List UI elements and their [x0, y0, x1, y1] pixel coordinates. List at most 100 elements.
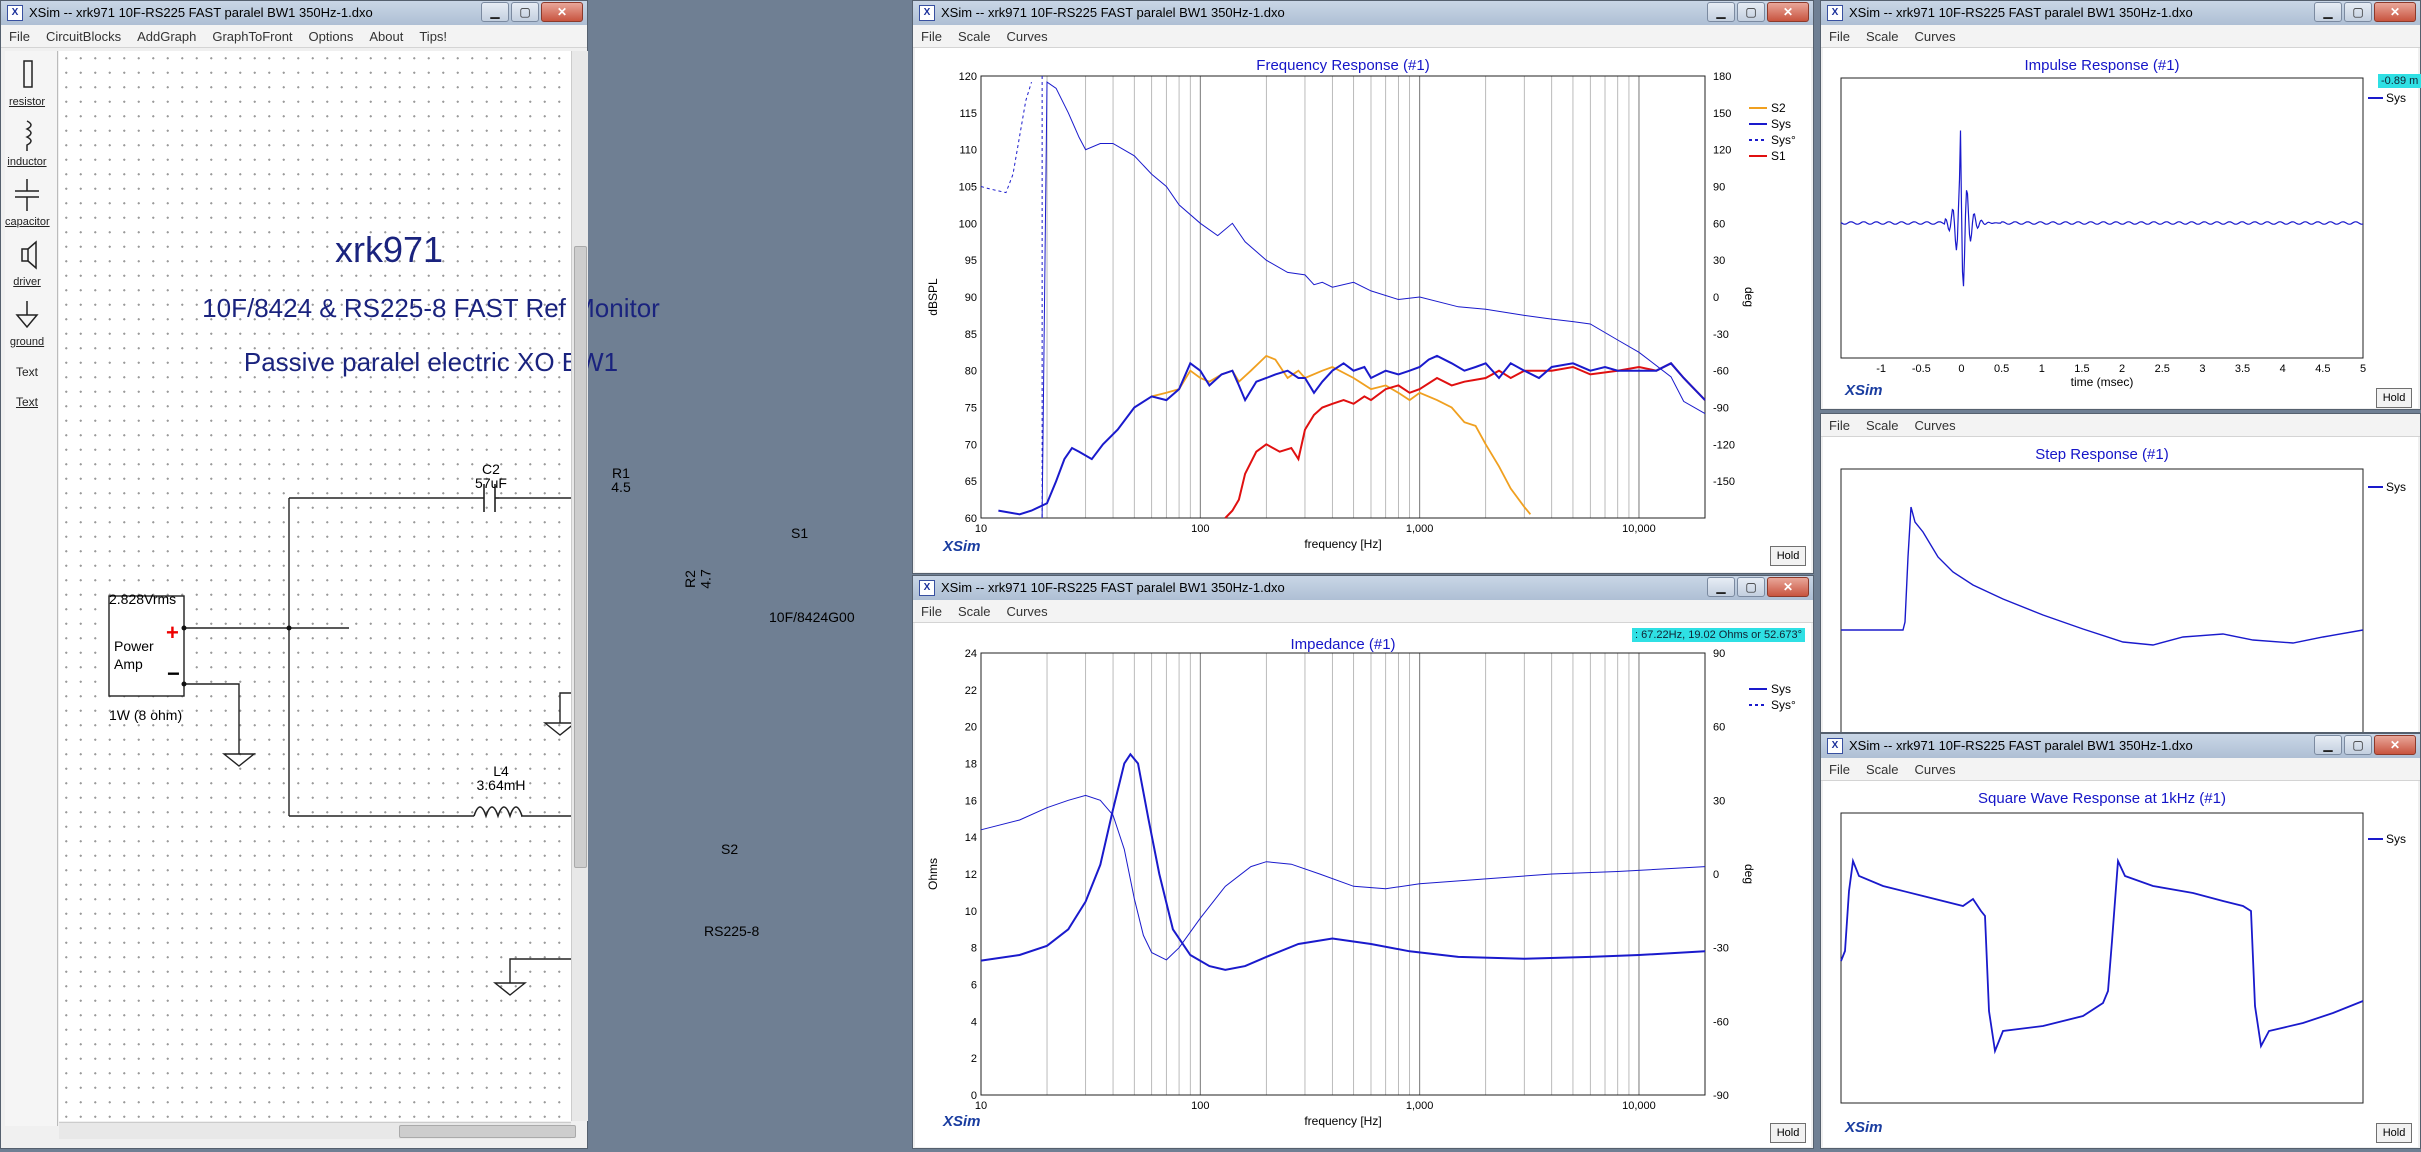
x-tick-label: -0.5	[1912, 363, 1931, 375]
y2-tick-label: -30	[1713, 329, 1729, 341]
menu-scale[interactable]: Scale	[1865, 761, 1899, 777]
y-tick-label: 0	[971, 1090, 977, 1102]
y-tick-label: 110	[959, 145, 977, 157]
tool-resistor[interactable]: resistor	[5, 57, 49, 108]
hold-button[interactable]: Hold	[1770, 546, 1806, 566]
step-menubar: File Scale Curves	[1821, 414, 2420, 437]
y2-axis-label: deg	[1742, 864, 1756, 884]
y-tick-label: 60	[965, 513, 977, 525]
x-tick-label: 3	[2199, 363, 2205, 375]
menu-file[interactable]: File	[921, 28, 942, 44]
maximize-button[interactable]: ▢	[1737, 2, 1765, 22]
menu-addgraph[interactable]: AddGraph	[137, 28, 197, 44]
menu-file[interactable]: File	[921, 603, 942, 619]
close-button[interactable]: ✕	[2374, 735, 2416, 755]
c2-value-label: 57uF	[475, 475, 507, 491]
menu-options[interactable]: Options	[308, 28, 354, 44]
scroll-thumb-vertical[interactable]	[574, 246, 587, 868]
minimize-button[interactable]: ▁	[2314, 735, 2342, 755]
hold-button[interactable]: Hold	[1770, 1123, 1806, 1143]
hold-button[interactable]: Hold	[2376, 388, 2412, 408]
freq-menubar: File Scale Curves	[913, 25, 1813, 48]
tool-inductor[interactable]: inductor	[5, 117, 49, 168]
legend-label: Sys°	[1771, 698, 1796, 712]
xsim-app-icon: X	[919, 580, 935, 596]
tool-driver[interactable]: driver	[5, 237, 49, 288]
scroll-thumb-horizontal[interactable]	[399, 1125, 576, 1138]
series-sys-line	[1840, 857, 2364, 1055]
freq-titlebar[interactable]: X XSim -- xrk971 10F-RS225 FAST paralel …	[913, 1, 1813, 26]
r1-name-label: R1	[612, 465, 630, 481]
vertical-scrollbar[interactable]	[571, 51, 588, 1121]
menu-file[interactable]: File	[1829, 761, 1850, 777]
close-button[interactable]: ✕	[541, 2, 583, 22]
step-graph-area[interactable]: Step Response (#1) Sys	[1823, 437, 2418, 732]
tool-text[interactable]: Text	[15, 365, 38, 379]
horizontal-scrollbar[interactable]	[59, 1122, 576, 1139]
xsim-logo: XSim	[943, 1113, 981, 1130]
maximize-button[interactable]: ▢	[2344, 2, 2372, 22]
series-sys-line	[1840, 130, 2364, 287]
menu-circuitblocks[interactable]: CircuitBlocks	[45, 28, 122, 44]
menu-curves[interactable]: Curves	[1914, 28, 1956, 44]
minimize-button[interactable]: ▁	[2314, 2, 2342, 22]
s1-name-label: S1	[791, 525, 809, 541]
menu-tips[interactable]: Tips!	[419, 28, 448, 44]
legend-label: Sys	[2386, 91, 2406, 105]
maximize-button[interactable]: ▢	[1737, 577, 1765, 597]
y-axis-label: Ohms	[926, 858, 940, 890]
close-button[interactable]: ✕	[1767, 577, 1809, 597]
y-tick-label: 120	[959, 71, 977, 83]
maximize-button[interactable]: ▢	[511, 2, 539, 22]
minimize-button[interactable]: ▁	[481, 2, 509, 22]
menu-scale[interactable]: Scale	[1865, 28, 1899, 44]
menu-file[interactable]: File	[9, 28, 30, 44]
xsim-logo: XSim	[1845, 1119, 1883, 1136]
close-button[interactable]: ✕	[1767, 2, 1809, 22]
impedance-window: X XSim -- xrk971 10F-RS225 FAST paralel …	[912, 575, 1814, 1149]
x-tick-label: 3.5	[2235, 363, 2250, 375]
menu-scale[interactable]: Scale	[1865, 417, 1899, 433]
x-tick-label: 4	[2280, 363, 2286, 375]
tool-ground[interactable]: ground	[5, 297, 49, 348]
menu-curves[interactable]: Curves	[1006, 28, 1048, 44]
maximize-button[interactable]: ▢	[2344, 735, 2372, 755]
schematic-titlebar[interactable]: X XSim -- xrk971 10F-RS225 FAST paralel …	[1, 1, 587, 26]
hold-button[interactable]: Hold	[2376, 1123, 2412, 1143]
schematic-canvas[interactable]: xrk971 10F/8424 & RS225-8 FAST Ref Monit…	[59, 51, 855, 1121]
minimize-button[interactable]: ▁	[1707, 577, 1735, 597]
chart-title: Square Wave Response at 1kHz (#1)	[1978, 790, 2226, 807]
menu-scale[interactable]: Scale	[957, 603, 991, 619]
close-button[interactable]: ✕	[2374, 2, 2416, 22]
chart-title: Impulse Response (#1)	[2024, 57, 2179, 74]
schematic-window: X XSim -- xrk971 10F-RS225 FAST paralel …	[0, 0, 855, 1149]
xsim-logo: XSim	[943, 538, 981, 555]
minimize-button[interactable]: ▁	[1707, 2, 1735, 22]
menu-graphtofront[interactable]: GraphToFront	[212, 28, 293, 44]
series-s2-line	[1151, 354, 1532, 515]
square-graph-area[interactable]: Square Wave Response at 1kHz (#1) Sys XSi…	[1823, 781, 2418, 1147]
square-titlebar[interactable]: X XSim -- xrk971 10F-RS225 FAST paralel …	[1821, 734, 2420, 759]
menu-curves[interactable]: Curves	[1914, 761, 1956, 777]
series-sys-line	[998, 354, 1706, 516]
impulse-graph-area[interactable]: Impulse Response (#1) -1 -0.5 0 0.5 1 1.5 2 2.5 3…	[1823, 48, 2421, 408]
menu-file[interactable]: File	[1829, 28, 1850, 44]
menu-scale[interactable]: Scale	[957, 28, 991, 44]
tool-capacitor[interactable]: capacitor	[5, 177, 50, 228]
menu-about[interactable]: About	[369, 28, 404, 44]
menu-file[interactable]: File	[1829, 417, 1850, 433]
impulse-titlebar[interactable]: X XSim -- xrk971 10F-RS225 FAST paralel …	[1821, 1, 2420, 26]
x-axis-label: time (msec)	[2071, 375, 2134, 389]
y2-tick-label: -120	[1713, 439, 1735, 451]
legend-label: Sys	[2386, 480, 2406, 494]
menu-curves[interactable]: Curves	[1914, 417, 1956, 433]
menu-curves[interactable]: Curves	[1006, 603, 1048, 619]
imp-graph-area[interactable]: Impedance (#1) 24 22 20 18 16 14 12 10 8 6 4 2 0 90 60 3…	[915, 623, 1811, 1147]
freq-graph-area[interactable]: Frequency Response (#1) 120 115 110 105 100 95…	[915, 48, 1811, 572]
tool-text-link[interactable]: Text	[15, 395, 38, 409]
y2-tick-label: -30	[1713, 943, 1729, 955]
x-tick-label: 100	[1191, 1100, 1209, 1112]
window-title: XSim -- xrk971 10F-RS225 FAST paralel BW…	[941, 580, 1285, 595]
y-tick-label: 115	[959, 108, 977, 120]
imp-titlebar[interactable]: X XSim -- xrk971 10F-RS225 FAST paralel …	[913, 576, 1813, 601]
